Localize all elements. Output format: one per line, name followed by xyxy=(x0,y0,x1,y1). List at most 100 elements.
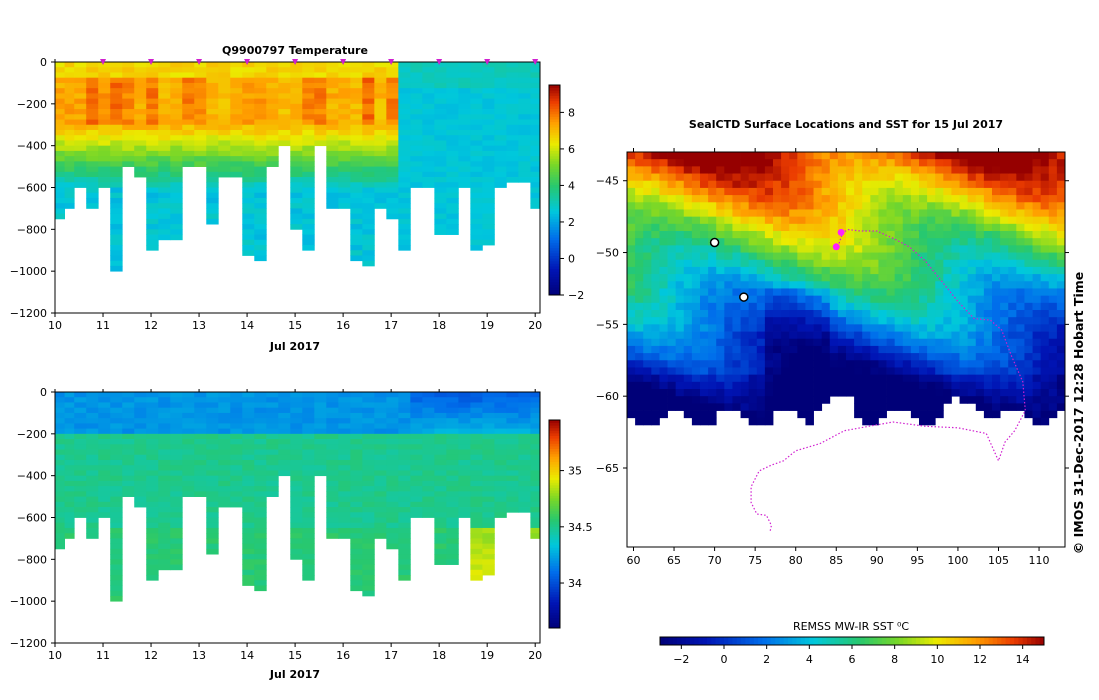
surface-marker xyxy=(148,59,155,65)
y-tick-label: −600 xyxy=(17,512,47,525)
map-y-tick-label: −50 xyxy=(596,247,619,260)
profile-column xyxy=(506,62,519,183)
profile-column xyxy=(98,62,111,188)
profile-column xyxy=(530,392,541,539)
map-x-tick-label: 105 xyxy=(988,554,1009,567)
profile-column xyxy=(74,392,87,518)
profile-column xyxy=(314,62,327,147)
recent-position-marker xyxy=(837,228,845,236)
y-tick-label: −800 xyxy=(17,553,47,566)
salinity-section-chart: 10 11 12 13 14 15 16 17 18 19 20 0 −200 −400 −600 −800 −… xyxy=(10,386,593,681)
surface-marker xyxy=(100,59,107,65)
sst-colorbar-tick-label: 10 xyxy=(930,653,944,666)
surface-marker xyxy=(484,59,491,65)
map-frame xyxy=(626,151,1066,548)
profile-column xyxy=(134,392,147,508)
x-tick-label: 11 xyxy=(96,319,110,332)
profile-column xyxy=(338,392,351,539)
y-tick-label: −1200 xyxy=(10,307,47,320)
profile-column xyxy=(482,62,495,246)
profile-column xyxy=(374,62,387,209)
sst-map-title: SealCTD Surface Locations and SST for 15… xyxy=(689,118,1003,131)
sst-colorbar-tick-label: 6 xyxy=(849,653,856,666)
profile-column xyxy=(278,392,291,477)
surface-marker xyxy=(388,59,395,65)
salinity-heatmap xyxy=(55,392,541,602)
recent-position-marker xyxy=(832,243,840,251)
temperature-axes: 10 11 12 13 14 15 16 17 18 19 20 0 −200 −400 −600 −800 −… xyxy=(10,56,542,332)
profile-column xyxy=(158,392,171,571)
sst-map-field xyxy=(626,151,1066,548)
profile-column xyxy=(494,62,507,188)
y-tick-label: −200 xyxy=(17,98,47,111)
seal-position-marker xyxy=(709,237,720,248)
sst-map-axes: 60 65 70 75 80 85 90 95 100 105 110 −45 −50 −55 −60 −65 xyxy=(596,148,1069,567)
profile-column xyxy=(518,392,531,513)
profile-column xyxy=(218,392,231,508)
x-tick-label: 18 xyxy=(432,319,446,332)
profile-column xyxy=(74,62,87,188)
temperature-colorbar: 8 6 4 2 0 −2 xyxy=(548,84,584,302)
y-tick-label: −200 xyxy=(17,428,47,441)
map-x-tick-label: 75 xyxy=(748,554,762,567)
y-tick-label: −400 xyxy=(17,140,47,153)
profile-column xyxy=(206,62,219,225)
y-tick-label: −1000 xyxy=(10,265,47,278)
colorbar-tick-label: 35 xyxy=(568,465,582,478)
temperature-title: Q9900797 Temperature xyxy=(222,44,368,57)
x-tick-label: 19 xyxy=(480,319,494,332)
profile-column xyxy=(170,392,183,571)
profile-column xyxy=(422,392,435,518)
credit-text: © IMOS 31-Dec-2017 12:28 Hobart Time xyxy=(1071,272,1086,554)
profile-column xyxy=(254,392,267,592)
surface-marker xyxy=(532,59,539,65)
profile-column xyxy=(146,62,159,251)
profile-column xyxy=(55,392,65,550)
surface-marker xyxy=(340,59,347,65)
profile-column xyxy=(446,392,459,565)
x-tick-label: 19 xyxy=(480,649,494,662)
profile-column xyxy=(266,62,279,167)
map-x-tick-label: 65 xyxy=(667,554,681,567)
colorbar-tick-label: 34.5 xyxy=(568,521,593,534)
profile-column xyxy=(98,392,111,518)
profile-column xyxy=(434,392,447,565)
profile-column xyxy=(386,392,399,550)
x-tick-label: 18 xyxy=(432,649,446,662)
profile-column xyxy=(374,392,387,539)
profile-column xyxy=(242,392,255,586)
x-tick-label: 16 xyxy=(336,319,350,332)
sst-colorbar-tick-label: 8 xyxy=(891,653,898,666)
profile-column xyxy=(122,392,135,497)
surface-marker xyxy=(436,59,443,65)
y-tick-label: −800 xyxy=(17,223,47,236)
map-x-tick-label: 100 xyxy=(947,554,968,567)
profile-column xyxy=(182,392,195,497)
profile-column xyxy=(410,392,423,518)
profile-column xyxy=(386,62,399,220)
sst-colorbar-tick-label: 2 xyxy=(763,653,770,666)
profile-column xyxy=(302,392,315,581)
colorbar-frame xyxy=(548,84,561,296)
temperature-section-chart: Q9900797 Temperature 10 11 12 13 14 15 16 17 18 1… xyxy=(10,44,584,353)
profile-column xyxy=(158,62,171,241)
profile-column xyxy=(230,392,243,508)
profile-column xyxy=(470,62,483,251)
x-tick-label: 14 xyxy=(240,319,254,332)
profile-column xyxy=(314,392,327,477)
colorbar-tick-label: −2 xyxy=(568,289,584,302)
y-tick-label: −400 xyxy=(17,470,47,483)
profile-column xyxy=(86,392,99,539)
map-x-tick-label: 95 xyxy=(910,554,924,567)
x-tick-label: 10 xyxy=(48,319,62,332)
profile-column xyxy=(458,62,471,188)
salinity-axes: 10 11 12 13 14 15 16 17 18 19 20 0 −200 −400 −600 −800 −… xyxy=(10,386,542,662)
y-tick-label: −1000 xyxy=(10,595,47,608)
colorbar-tick-label: 0 xyxy=(568,252,575,265)
map-x-tick-label: 60 xyxy=(626,554,640,567)
profile-column xyxy=(278,62,291,147)
colorbar-tick-label: 34 xyxy=(568,577,582,590)
profile-column xyxy=(194,392,207,497)
profile-column xyxy=(470,392,483,581)
